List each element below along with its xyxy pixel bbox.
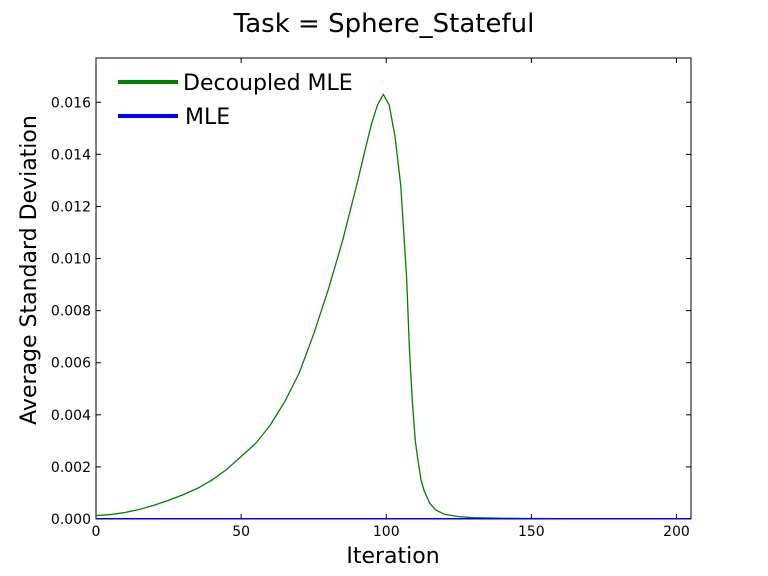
y-tick-label: 0.006: [51, 356, 91, 372]
y-tick-label: 0.012: [51, 199, 91, 215]
y-tick-label: 0.004: [51, 408, 91, 424]
series-layer: [95, 93, 691, 520]
legend-label-decoupled-mle: Decoupled MLE: [183, 71, 353, 96]
y-axis: 0.000 0.002 0.004 0.006 0.008 0.010 0.012 0.014…: [51, 95, 691, 528]
legend: Decoupled MLE MLE: [118, 71, 353, 130]
series-line-decoupled-mle: [95, 93, 691, 520]
y-tick-label: 0.014: [51, 147, 91, 163]
x-axis: 0 50 100 150 200: [92, 58, 690, 540]
x-tick-label: 50: [232, 524, 250, 540]
chart-title: Task = Sphere_Stateful: [233, 9, 535, 39]
y-axis-label: Average Standard Deviation: [17, 115, 42, 425]
y-tick-label: 0.002: [51, 460, 91, 476]
x-tick-label: 150: [518, 524, 545, 540]
y-tick-label: 0.016: [51, 95, 91, 111]
x-axis-label: Iteration: [346, 544, 439, 569]
y-tick-label: 0.000: [51, 512, 91, 528]
x-tick-label: 100: [373, 524, 400, 540]
x-tick-label: 200: [663, 524, 690, 540]
x-tick-label: 0: [92, 524, 101, 540]
y-tick-label: 0.008: [51, 304, 91, 320]
y-tick-label: 0.010: [51, 252, 91, 268]
legend-label-mle: MLE: [185, 105, 230, 130]
